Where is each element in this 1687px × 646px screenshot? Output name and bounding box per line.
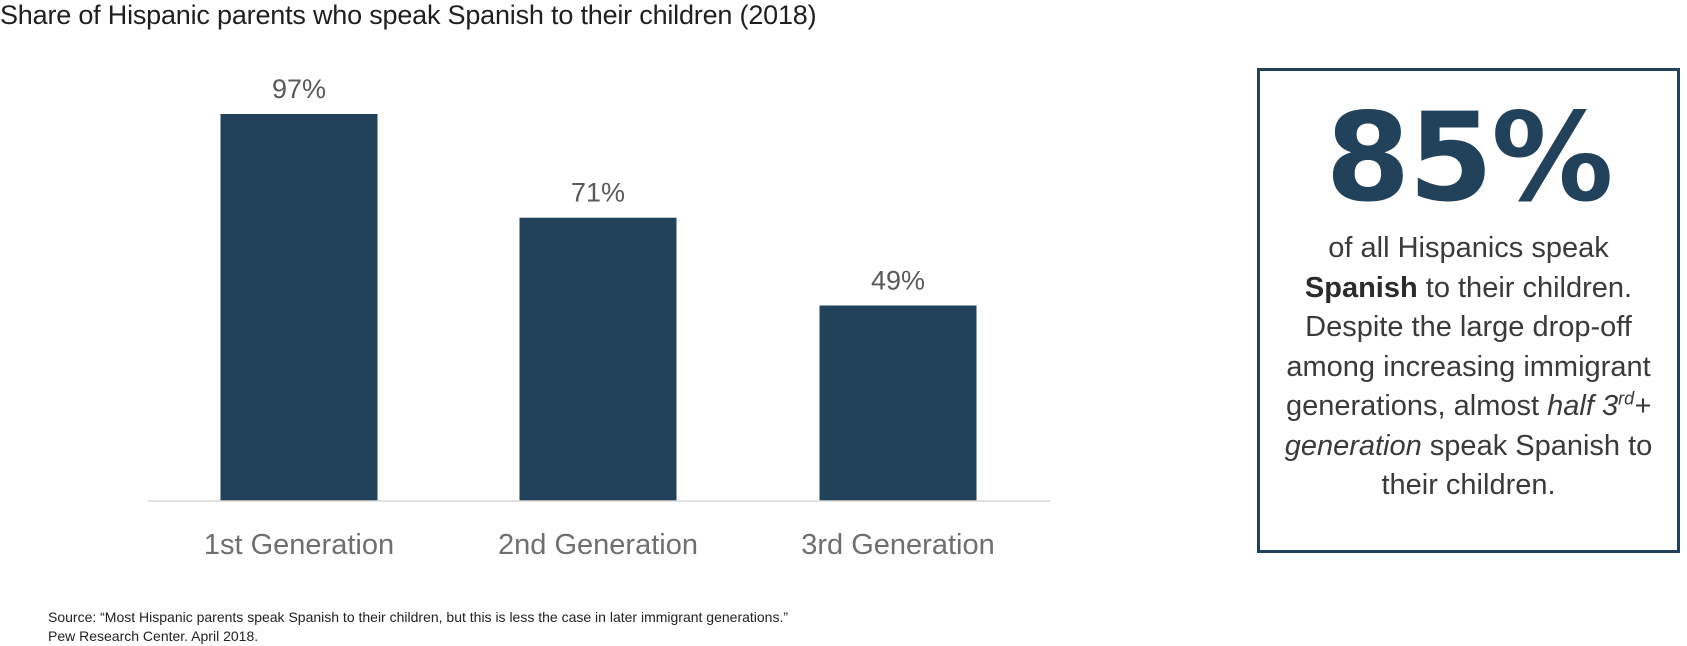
value-label-2: 71% (571, 178, 625, 208)
labels-group: 97% 1st Generation 71% 2nd Generation 49% 3rd… (204, 74, 995, 561)
bars-group (220, 113, 977, 501)
bar-1 (220, 113, 378, 501)
bar-3 (819, 305, 977, 501)
source-note: Source: “Most Hispanic parents speak Spa… (48, 609, 789, 644)
callout-description: of all Hispanics speak Spanish to their … (1284, 229, 1653, 506)
category-label-3: 3rd Generation (801, 529, 994, 561)
callout-italic: half 3rd+ generation (1284, 388, 1652, 462)
callout-bold-word: Spanish (1304, 271, 1418, 304)
callout-line1: of all Hispanics speak (1328, 232, 1609, 264)
chart-title: Share of Hispanic parents who speak Span… (0, 0, 817, 30)
stat-callout: 85% of all Hispanics speak Spanish to th… (1257, 68, 1680, 553)
value-label-3: 49% (871, 265, 925, 295)
value-label-1: 97% (272, 74, 326, 104)
category-label-2: 2nd Generation (498, 529, 698, 561)
callout-line2: to their children. (1417, 271, 1633, 304)
bar-chart: 97% 1st Generation 71% 2nd Generation 49% 3rd… (148, 74, 1050, 561)
callout-line3: Despite the large drop-off among increas… (1285, 311, 1651, 422)
callout-stat: 85% (1325, 87, 1613, 229)
category-label-1: 1st Generation (204, 529, 394, 561)
bar-2 (519, 217, 677, 501)
callout-line-end: speak Spanish to their children. (1381, 429, 1653, 502)
